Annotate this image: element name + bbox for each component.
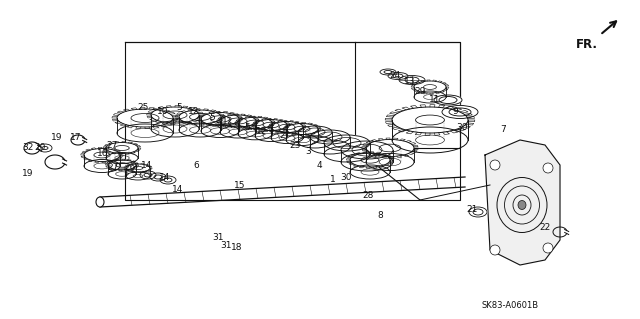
Text: 5: 5 — [244, 122, 250, 131]
Ellipse shape — [38, 144, 52, 152]
Ellipse shape — [399, 76, 425, 85]
Text: 12: 12 — [256, 127, 268, 136]
Text: 29: 29 — [414, 87, 426, 97]
Text: 30: 30 — [340, 174, 352, 182]
Ellipse shape — [126, 164, 150, 172]
Ellipse shape — [220, 115, 256, 127]
Text: 21: 21 — [467, 205, 477, 214]
Ellipse shape — [324, 135, 370, 151]
Text: 17: 17 — [70, 133, 82, 143]
Text: 2: 2 — [279, 131, 285, 140]
Ellipse shape — [543, 243, 553, 253]
Text: 6: 6 — [193, 160, 199, 169]
Text: 5: 5 — [209, 114, 215, 122]
Text: 15: 15 — [234, 181, 246, 189]
Ellipse shape — [341, 141, 393, 159]
Text: 27: 27 — [106, 140, 118, 150]
Text: 4: 4 — [316, 160, 322, 169]
Text: 32: 32 — [22, 144, 34, 152]
Text: 10: 10 — [157, 108, 169, 116]
Text: 25: 25 — [138, 103, 148, 113]
Ellipse shape — [179, 110, 221, 124]
Text: 5: 5 — [176, 102, 182, 112]
Ellipse shape — [366, 139, 414, 157]
Text: 12: 12 — [222, 117, 234, 127]
Ellipse shape — [201, 113, 239, 125]
Ellipse shape — [490, 245, 500, 255]
Text: 14: 14 — [159, 174, 171, 182]
Text: 23: 23 — [289, 140, 301, 150]
Ellipse shape — [106, 143, 138, 153]
Ellipse shape — [298, 126, 332, 138]
Ellipse shape — [380, 69, 396, 75]
Text: 19: 19 — [22, 168, 34, 177]
Text: 20: 20 — [35, 144, 45, 152]
Text: SK83-A0601B: SK83-A0601B — [481, 301, 539, 310]
Ellipse shape — [108, 160, 136, 170]
Text: 31: 31 — [212, 234, 224, 242]
Ellipse shape — [434, 95, 462, 105]
Text: 18: 18 — [231, 243, 243, 253]
Ellipse shape — [388, 72, 408, 79]
Text: 31: 31 — [220, 241, 232, 249]
Text: 14: 14 — [141, 160, 153, 169]
Text: FR.: FR. — [576, 38, 598, 51]
Ellipse shape — [96, 197, 104, 207]
Ellipse shape — [117, 109, 173, 127]
Polygon shape — [485, 140, 560, 265]
Text: 13: 13 — [404, 78, 416, 86]
Text: 19: 19 — [51, 133, 63, 143]
Text: 9: 9 — [452, 108, 458, 116]
Text: 14: 14 — [172, 186, 184, 195]
Ellipse shape — [518, 201, 526, 210]
Ellipse shape — [310, 130, 350, 144]
Text: 22: 22 — [540, 224, 550, 233]
Text: 26: 26 — [124, 164, 136, 173]
Text: 30: 30 — [456, 123, 468, 132]
Ellipse shape — [392, 107, 468, 133]
Ellipse shape — [414, 81, 446, 93]
Text: 7: 7 — [500, 125, 506, 135]
Ellipse shape — [442, 106, 478, 118]
Ellipse shape — [350, 153, 390, 167]
Ellipse shape — [469, 207, 487, 217]
Ellipse shape — [255, 120, 287, 130]
Text: 11: 11 — [429, 95, 441, 105]
Ellipse shape — [84, 149, 120, 161]
Text: 28: 28 — [362, 190, 374, 199]
Text: 27: 27 — [108, 164, 118, 173]
Ellipse shape — [140, 171, 156, 179]
Ellipse shape — [271, 122, 303, 132]
Ellipse shape — [543, 163, 553, 173]
Ellipse shape — [151, 107, 199, 123]
Text: 16: 16 — [97, 149, 109, 158]
Ellipse shape — [286, 123, 318, 135]
Ellipse shape — [490, 160, 500, 170]
Ellipse shape — [150, 173, 166, 181]
Text: 1: 1 — [330, 175, 336, 184]
Text: 8: 8 — [377, 211, 383, 219]
Text: 3: 3 — [305, 147, 311, 157]
Ellipse shape — [160, 176, 176, 184]
Ellipse shape — [238, 117, 272, 129]
Text: 24: 24 — [389, 70, 401, 79]
Text: 12: 12 — [188, 108, 200, 116]
